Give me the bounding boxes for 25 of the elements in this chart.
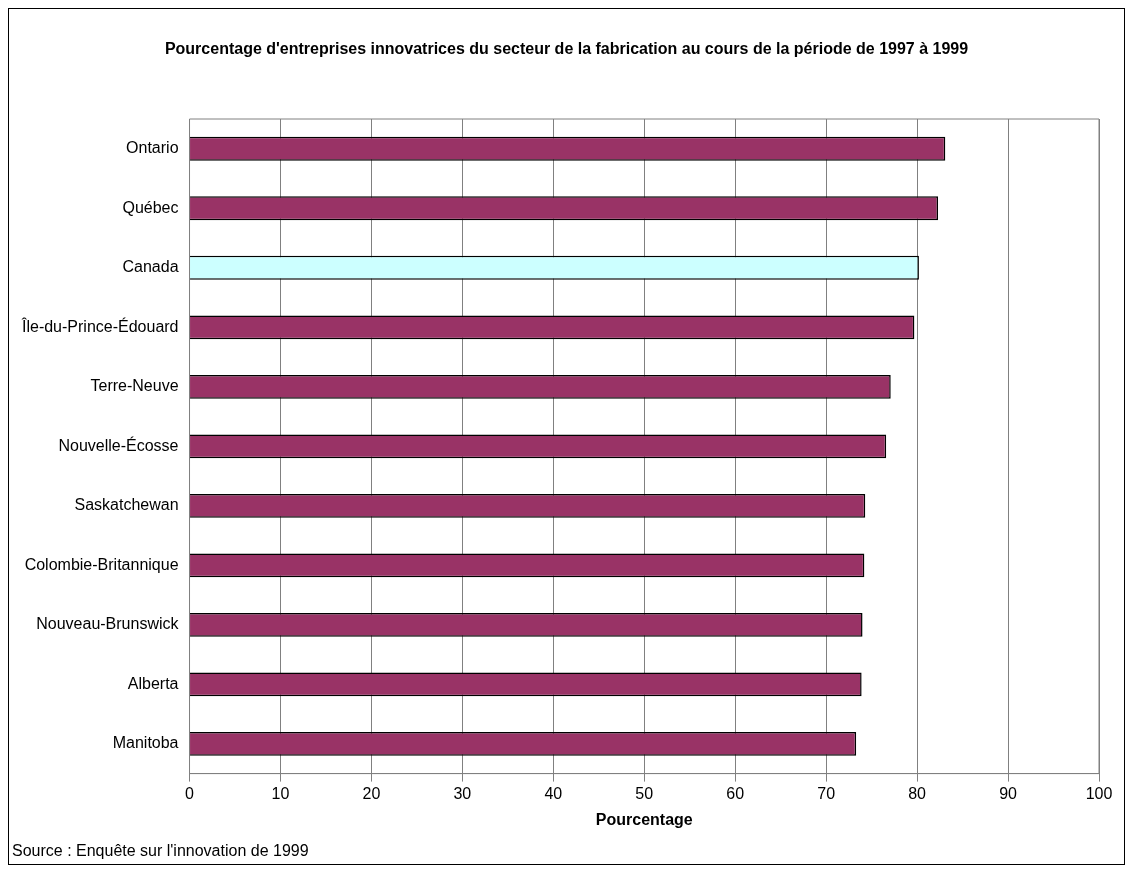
x-tick-label: 100: [1085, 784, 1113, 802]
chart-title: Pourcentage d'entreprises innovatrices du secteur de la fabrication au cours de la période de 1997 à 1999: [163, 39, 970, 59]
x-tick-label: 30: [453, 784, 472, 802]
x-tick-label: 80: [908, 784, 927, 802]
y-tick-label: Île-du-Prince-Édouard: [20, 316, 179, 335]
y-tick-label: Terre-Neuve: [90, 377, 179, 395]
y-tick-label: Nouvelle-Écosse: [58, 435, 179, 454]
x-axis-title: Pourcentage: [595, 810, 693, 828]
y-tick-label: Saskatchewan: [74, 496, 179, 514]
source-note: Source : Enquête sur l'innovation de 1999: [12, 842, 309, 860]
x-tick-label: 90: [999, 784, 1018, 802]
x-tick-label: 40: [544, 784, 563, 802]
y-tick-label: Québec: [122, 198, 179, 216]
y-tick-label: Canada: [122, 258, 179, 276]
y-tick-label: Nouveau-Brunswick: [36, 615, 180, 633]
x-tick-label: 20: [362, 784, 381, 802]
y-tick-label: Colombie-Britannique: [24, 555, 179, 573]
y-tick-label: Manitoba: [112, 734, 179, 752]
x-tick-label: 50: [635, 784, 654, 802]
x-tick-label: 60: [726, 784, 745, 802]
x-tick-label: 10: [271, 784, 290, 802]
y-tick-label: Ontario: [126, 139, 179, 157]
x-tick-label: 0: [185, 784, 195, 802]
y-tick-label: Alberta: [127, 674, 179, 692]
x-tick-label: 70: [817, 784, 836, 802]
